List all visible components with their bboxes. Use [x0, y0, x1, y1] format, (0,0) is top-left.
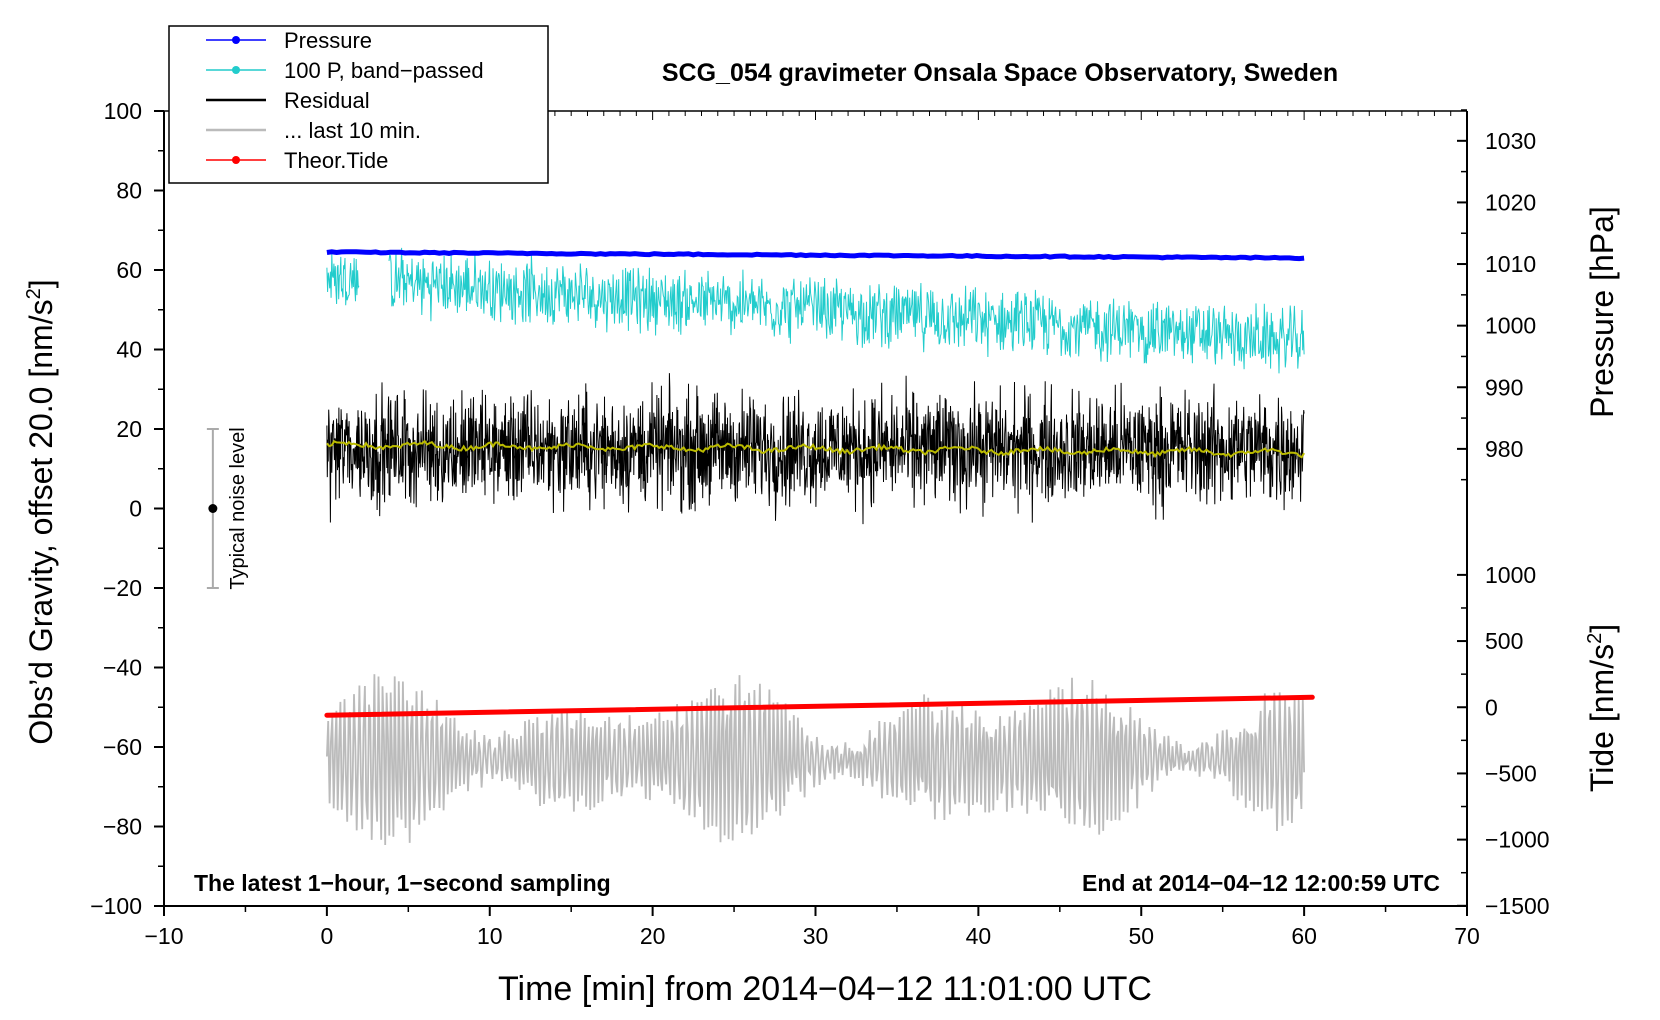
legend-label: 100 P, band−passed [284, 58, 484, 83]
x-tick-label: 0 [320, 923, 333, 949]
legend-marker [232, 66, 240, 74]
legend-box [168, 25, 549, 184]
tide-tick-label: 0 [1485, 694, 1498, 720]
legend: Pressure 100 P, band−passed Residual ... la… [168, 25, 549, 184]
noise-label: Typical noise level [227, 427, 249, 589]
y-axis-ticks: −100 −80 −60 −40 −20 0 20 40 60 80 100 [90, 98, 164, 919]
legend-label: Pressure [284, 28, 372, 53]
y-tick-label: −80 [103, 814, 142, 840]
residual-smoothed-line [326, 439, 1305, 459]
x-axis-ticks: −10 0 10 20 30 40 50 60 70 [144, 906, 1480, 949]
y-tick-label: 40 [116, 337, 142, 363]
chart-title: SCG_054 gravimeter Onsala Space Observat… [662, 59, 1338, 87]
residual-line [326, 373, 1305, 525]
legend-label: Residual [284, 88, 370, 113]
pressure-tick-label: 980 [1485, 436, 1523, 462]
noise-center-dot [208, 504, 218, 513]
pressure-tick-label: 1000 [1485, 313, 1536, 339]
theoretical-tide-line [324, 694, 1315, 718]
noise-indicator: Typical noise level [206, 427, 249, 590]
y-tick-label: 100 [104, 98, 142, 124]
x-tick-label: 30 [803, 923, 829, 949]
y-axis-label: Obs’d Gravity, offset 20.0 [nm/s2] [23, 279, 59, 744]
y-tick-label: 80 [116, 178, 142, 204]
y-tick-label: 60 [116, 257, 142, 283]
legend-label: ... last 10 min. [284, 118, 421, 143]
x-axis-label: Time [min] from 2014−04−12 11:01:00 UTC [498, 970, 1152, 1008]
pressure-tick-label: 990 [1485, 374, 1523, 400]
x-tick-label: 10 [477, 923, 503, 949]
pressure-tick-label: 1010 [1485, 251, 1536, 277]
series-layer [324, 247, 1315, 846]
tide-axis-label: Tide [nm/s2] [1584, 624, 1620, 792]
tide-axis-ticks: −1500 −1000 −500 0 500 1000 [1457, 562, 1550, 919]
pressure-tick-label: 1020 [1485, 189, 1536, 215]
bandpassed-pressure-line [388, 247, 1305, 374]
bandpassed-pressure-line [326, 253, 360, 306]
tide-tick-label: −500 [1485, 760, 1537, 786]
legend-label: Theor.Tide [284, 148, 388, 173]
pressure-axis-ticks: 980 990 1000 1010 1020 1030 [1457, 109, 1536, 481]
x-tick-label: −10 [144, 923, 183, 949]
x-tick-label: 70 [1454, 923, 1480, 949]
sampling-annotation: The latest 1−hour, 1−second sampling [194, 870, 611, 896]
y-tick-label: −100 [90, 893, 142, 919]
tide-tick-label: −1000 [1485, 827, 1550, 853]
end-time-annotation: End at 2014−04−12 12:00:59 UTC [1082, 870, 1440, 896]
y-tick-label: −40 [103, 655, 142, 681]
x-tick-label: 40 [966, 923, 992, 949]
x-tick-label: 20 [640, 923, 666, 949]
y-tick-label: −60 [103, 734, 142, 760]
y-tick-label: 20 [116, 416, 142, 442]
pressure-line [326, 249, 1305, 262]
tide-tick-label: −1500 [1485, 893, 1550, 919]
pressure-axis-label: Pressure [hPa] [1584, 206, 1620, 418]
last-10-min-line [326, 674, 1305, 846]
y-tick-label: −20 [103, 575, 142, 601]
x-tick-label: 60 [1291, 923, 1317, 949]
pressure-tick-label: 1030 [1485, 128, 1536, 154]
tide-tick-label: 500 [1485, 628, 1523, 654]
x-tick-label: 50 [1128, 923, 1154, 949]
legend-marker [232, 156, 240, 164]
tide-tick-label: 1000 [1485, 562, 1536, 588]
legend-marker [232, 36, 240, 44]
y-tick-label: 0 [129, 496, 142, 522]
